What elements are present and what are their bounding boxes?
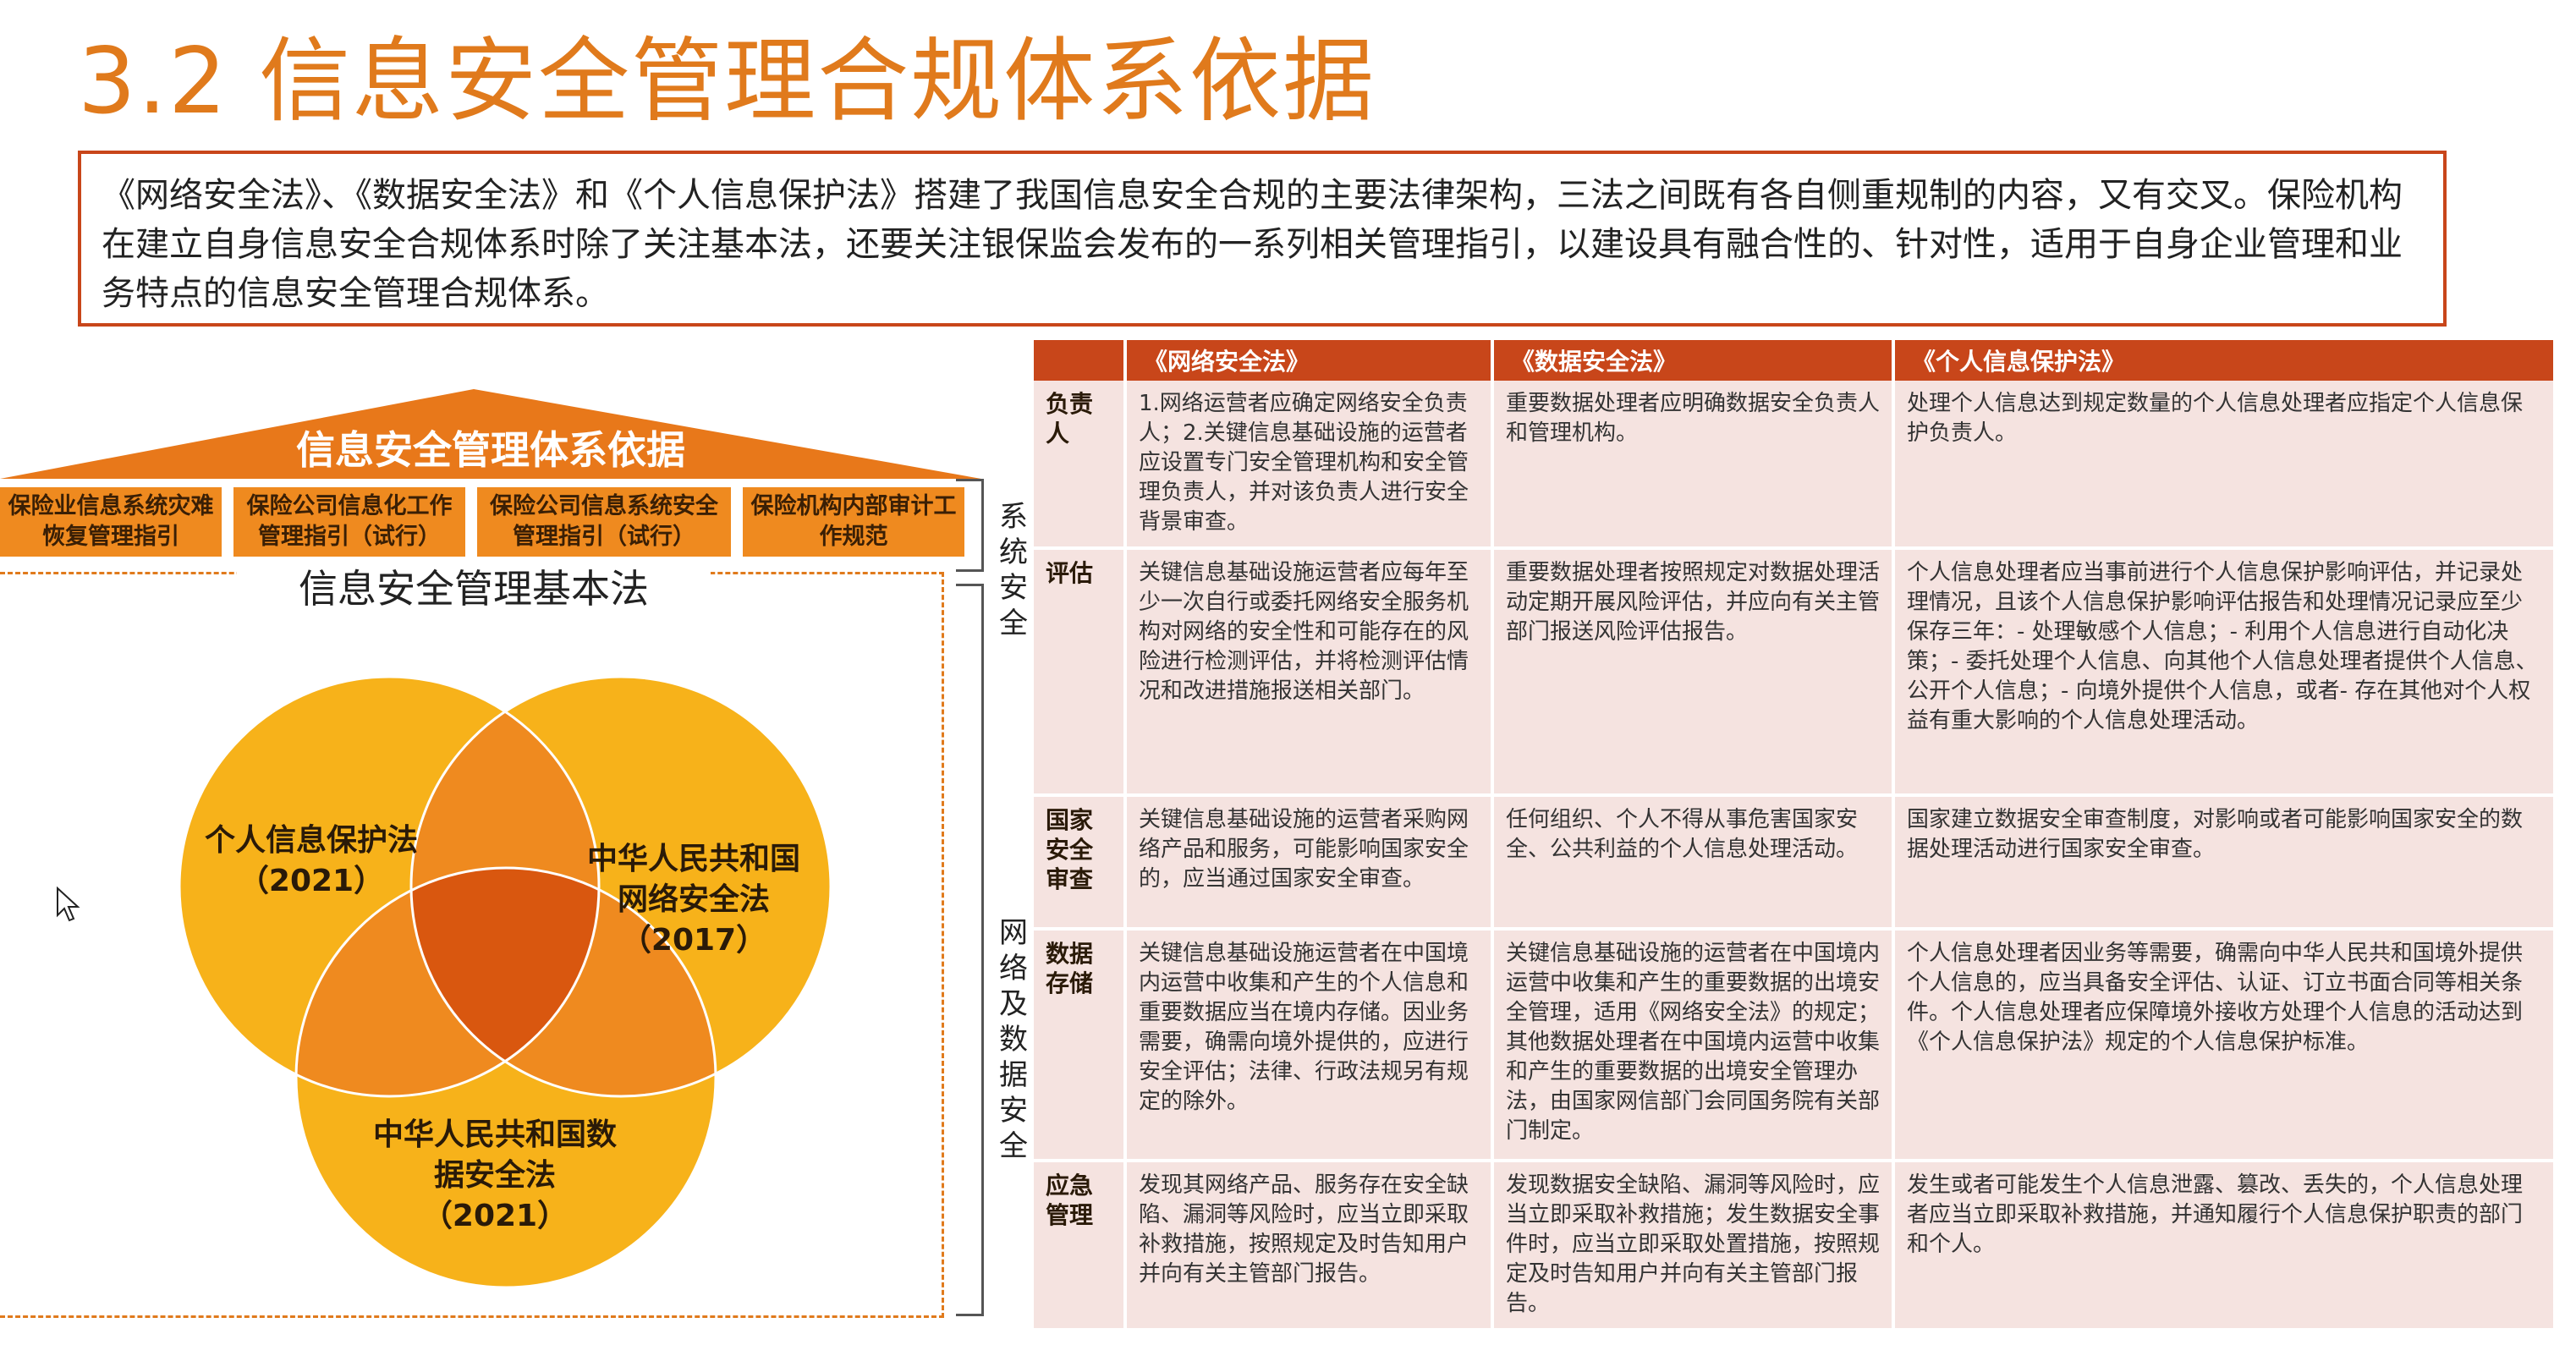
venn-label-pipl: 个人信息保护法 （2021）: [204, 823, 418, 898]
table-cell: 国家建立数据安全审查制度，对影响或者可能影响国家安全的数据处理活动进行国家安全审…: [1895, 797, 2557, 931]
page-title: 3.2 信息安全管理合规体系依据: [78, 29, 1376, 134]
table-header-csl: 《网络安全法》: [1127, 340, 1494, 381]
pillar-3: 保险公司信息系统安全管理指引（试行）: [477, 487, 731, 557]
pillar-2: 保险公司信息化工作管理指引（试行）: [233, 487, 465, 557]
table-cell: 关键信息基础设施运营者在中国境内运营中收集和产生的个人信息和重要数据应当在境内存…: [1127, 931, 1494, 1162]
network-bracket: [956, 584, 984, 1316]
roof-shape: [0, 389, 981, 479]
base-law-title: 信息安全管理基本法: [237, 558, 711, 614]
table-row: 数据存储 关键信息基础设施运营者在中国境内运营中收集和产生的个人信息和重要数据应…: [1034, 931, 2557, 1162]
table-row: 应急管理 发现其网络产品、服务存在安全缺陷、漏洞等风险时，应当立即采取补救措施，…: [1034, 1162, 2557, 1331]
pillar-1: 保险业信息系统灾难恢复管理指引: [0, 487, 222, 557]
row-label: 国家安全审查: [1034, 797, 1127, 931]
table-cell: 任何组织、个人不得从事危害国家安全、公共利益的个人信息处理活动。: [1494, 797, 1895, 931]
table-cell: 1.网络运营者应确定网络安全负责人；2.关键信息基础设施的运营者应设置专门安全管…: [1127, 381, 1494, 550]
table-row: 国家安全审查 关键信息基础设施的运营者采购网络产品和服务，可能影响国家安全的，应…: [1034, 797, 2557, 931]
table-cell: 个人信息处理者应当事前进行个人信息保护影响评估，并记录处理情况，且该个人信息保护…: [1895, 550, 2557, 797]
table-cell: 发现数据安全缺陷、漏洞等风险时，应当立即采取补救措施；发生数据安全事件时，应当立…: [1494, 1162, 1895, 1331]
table-header-blank: [1034, 340, 1127, 381]
table-cell: 关键信息基础设施的运营者采购网络产品和服务，可能影响国家安全的，应当通过国家安全…: [1127, 797, 1494, 931]
table-header-row: 《网络安全法》 《数据安全法》 《个人信息保护法》: [1034, 340, 2557, 381]
row-label: 应急管理: [1034, 1162, 1127, 1331]
venn-label-csl: 中华人民共和国网络安全法 （2017）: [586, 842, 800, 958]
table-cell: 发生或者可能发生个人信息泄露、篡改、丢失的，个人信息处理者应当立即采取补救措施，…: [1895, 1162, 2557, 1331]
table-cell: 重要数据处理者应明确数据安全负责人和管理机构。: [1494, 381, 1895, 550]
table-row: 负责人 1.网络运营者应确定网络安全负责人；2.关键信息基础设施的运营者应设置专…: [1034, 381, 2557, 550]
row-label: 负责人: [1034, 381, 1127, 550]
row-label: 数据存储: [1034, 931, 1127, 1162]
mouse-pointer-icon: [57, 887, 80, 922]
row-label: 评估: [1034, 550, 1127, 797]
law-comparison-table: 《网络安全法》 《数据安全法》 《个人信息保护法》 负责人 1.网络运营者应确定…: [1034, 340, 2557, 1331]
table-cell: 发现其网络产品、服务存在安全缺陷、漏洞等风险时，应当立即采取补救措施，按照规定及…: [1127, 1162, 1494, 1331]
roof-title: 信息安全管理体系依据: [296, 427, 685, 473]
venn-label-dsl: 中华人民共和国数据安全法 （2021）: [372, 1117, 617, 1233]
network-data-security-label: 网络及数据安全: [999, 916, 1028, 1163]
intro-text-box: 《网络安全法》、《数据安全法》和《个人信息保护法》搭建了我国信息安全合规的主要法…: [78, 151, 2447, 327]
table-cell: 关键信息基础设施的运营者在中国境内运营中收集和产生的重要数据的出境安全管理，适用…: [1494, 931, 1895, 1162]
table-cell: 处理个人信息达到规定数量的个人信息处理者应指定个人信息保护负责人。: [1895, 381, 2557, 550]
table-cell: 关键信息基础设施运营者应每年至少一次自行或委托网络安全服务机构对网络的安全性和可…: [1127, 550, 1494, 797]
table-cell: 个人信息处理者因业务等需要，确需向中华人民共和国境外提供个人信息的，应当具备安全…: [1895, 931, 2557, 1162]
venn-diagram: [178, 677, 832, 1289]
system-security-label: 系统安全: [999, 500, 1028, 640]
system-bracket: [956, 479, 984, 572]
table-header-pipl: 《个人信息保护法》: [1895, 340, 2557, 381]
pillars-row: 保险业信息系统灾难恢复管理指引 保险公司信息化工作管理指引（试行） 保险公司信息…: [0, 487, 998, 557]
table-cell: 重要数据处理者按照规定对数据处理活动定期开展风险评估，并应向有关主管部门报送风险…: [1494, 550, 1895, 797]
table-header-dsl: 《数据安全法》: [1494, 340, 1895, 381]
table-row: 评估 关键信息基础设施运营者应每年至少一次自行或委托网络安全服务机构对网络的安全…: [1034, 550, 2557, 797]
pillar-4: 保险机构内部审计工作规范: [743, 487, 964, 557]
